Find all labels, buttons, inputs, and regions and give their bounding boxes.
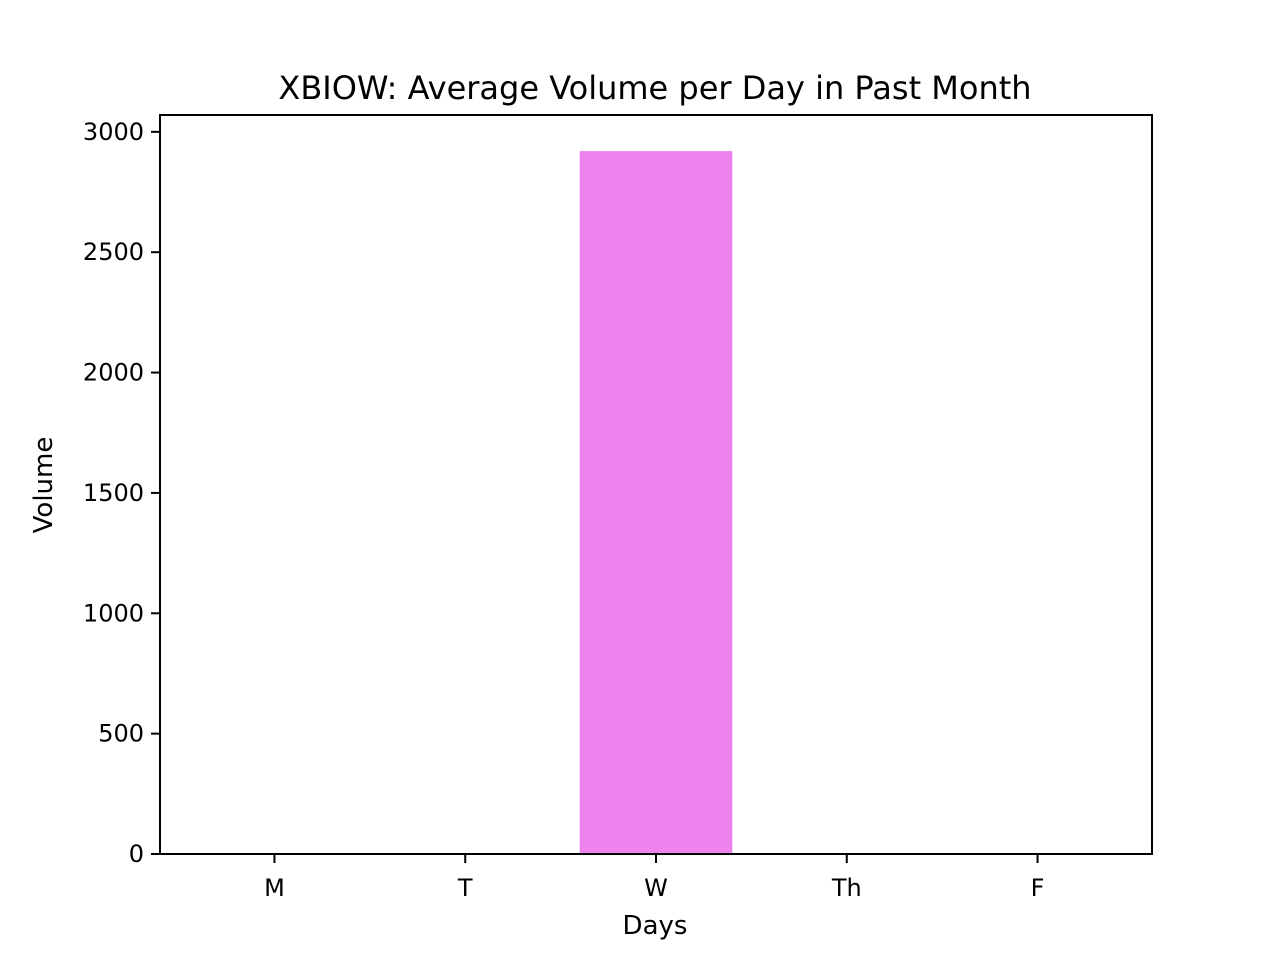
y-tick-label: 3000 xyxy=(83,118,144,146)
y-tick-label: 2000 xyxy=(83,359,144,387)
x-tick-label-f: F xyxy=(1031,874,1045,902)
y-tick-label: 1500 xyxy=(83,479,144,507)
x-tick-label-th: Th xyxy=(831,874,862,902)
plot-area-frame xyxy=(159,114,1153,855)
x-tick-label-m: M xyxy=(264,874,285,902)
y-tick-label: 0 xyxy=(129,840,144,868)
x-tick-label-w: W xyxy=(644,874,668,902)
y-axis-ticks: 0 500 1000 1500 2000 2500 3000 xyxy=(83,118,160,868)
y-tick-label: 2500 xyxy=(83,238,144,266)
y-axis-label: Volume xyxy=(29,437,59,534)
bar-w xyxy=(579,151,733,855)
bars-layer xyxy=(579,151,733,855)
chart-title: XBIOW: Average Volume per Day in Past Mo… xyxy=(278,69,1031,107)
y-tick-label: 500 xyxy=(98,720,144,748)
x-axis-ticks: M T W Th F xyxy=(264,854,1044,902)
y-tick-label: 1000 xyxy=(83,599,144,627)
x-axis-label: Days xyxy=(623,911,688,941)
x-tick-label-t: T xyxy=(457,874,473,902)
